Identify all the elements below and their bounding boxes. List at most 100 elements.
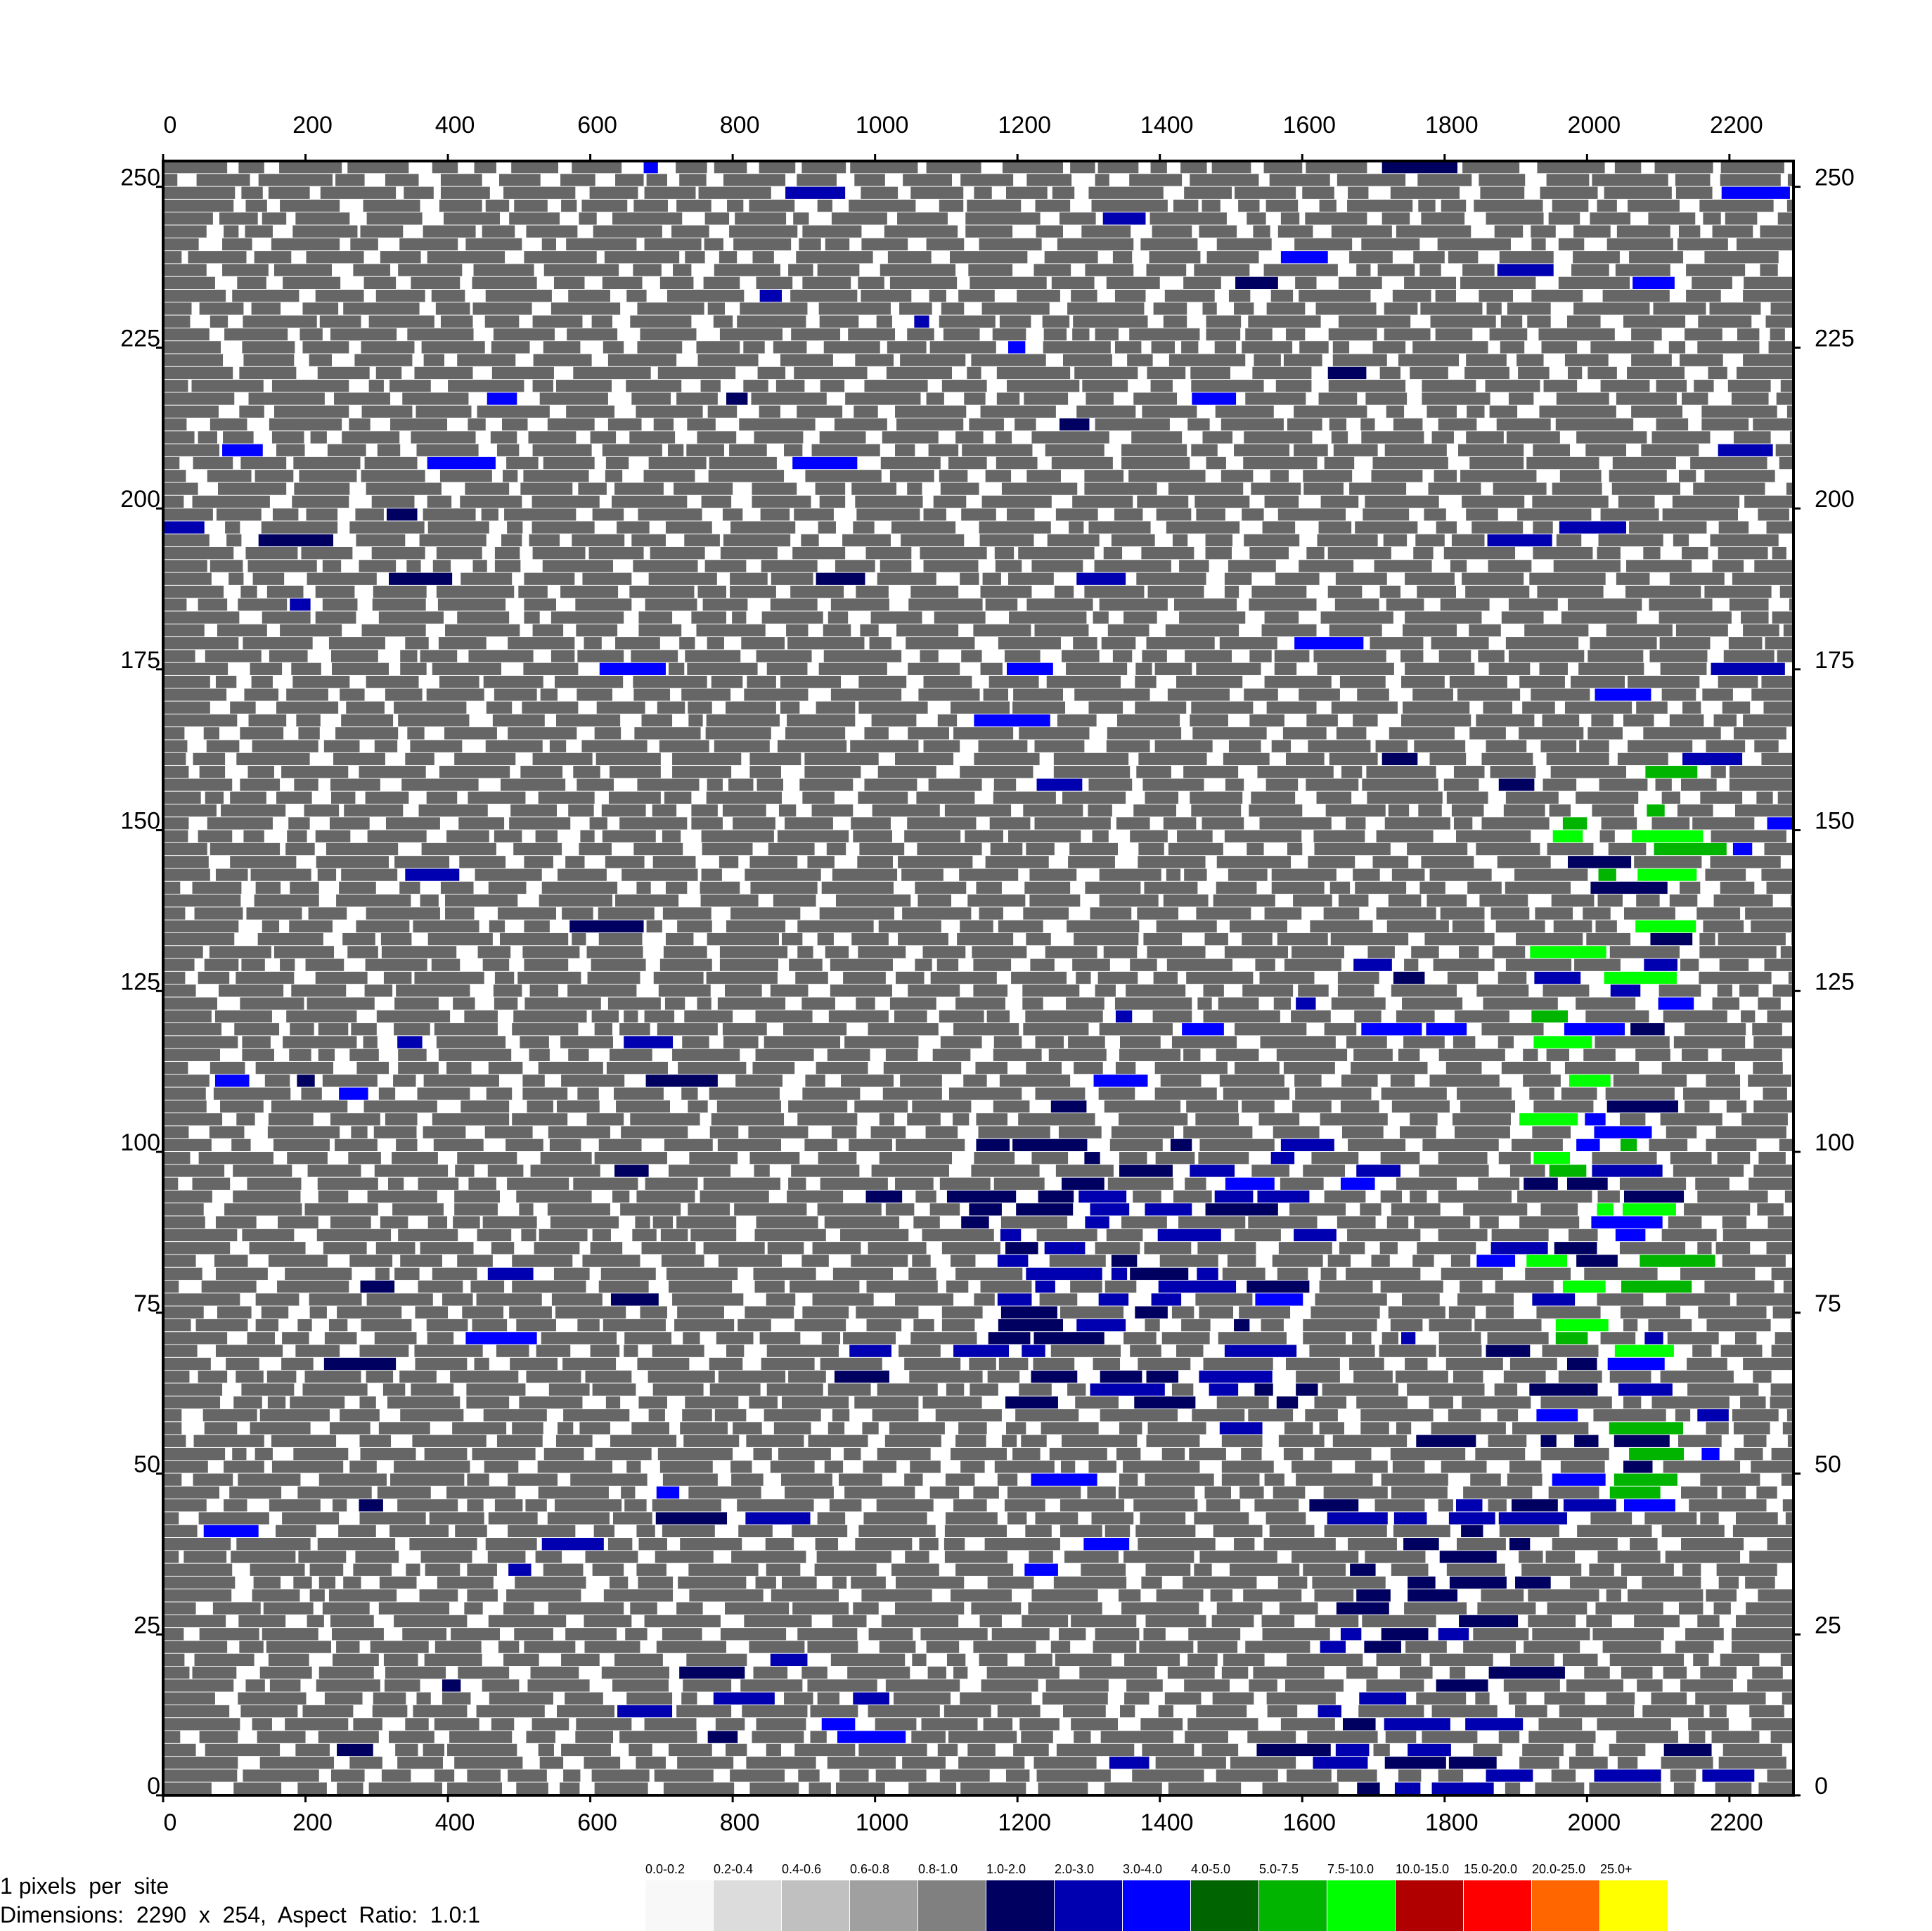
heatmap-cell <box>787 637 865 650</box>
heatmap-cell <box>573 366 651 380</box>
heatmap-cell <box>745 868 821 881</box>
heatmap-cell <box>431 289 465 302</box>
heatmap-cell <box>1711 766 1726 778</box>
heatmap-cell <box>986 1010 1010 1023</box>
heatmap-cell <box>1107 624 1149 637</box>
heatmap-cell <box>1790 894 1793 907</box>
heatmap-cell <box>1254 354 1281 366</box>
heatmap-cell <box>1546 1048 1570 1061</box>
heatmap-cell <box>602 444 662 456</box>
heatmap-cell <box>1332 354 1387 366</box>
heatmap-cell <box>1720 1653 1760 1667</box>
heatmap-cell <box>955 997 1005 1010</box>
heatmap-cell <box>1544 1692 1585 1705</box>
heatmap-cell <box>163 856 209 868</box>
heatmap-cell <box>474 161 496 174</box>
heatmap-cell <box>427 495 452 508</box>
heatmap-cell <box>1718 444 1773 456</box>
heatmap-cell <box>1331 431 1348 444</box>
heatmap-cell <box>397 1036 423 1048</box>
heatmap-cell <box>1754 560 1793 572</box>
heatmap-cell <box>731 1473 764 1486</box>
heatmap-cell <box>1082 380 1128 392</box>
heatmap-cell <box>418 804 488 817</box>
heatmap-cell <box>1519 727 1584 740</box>
heatmap-cell <box>830 984 892 997</box>
heatmap-cell <box>605 1396 621 1409</box>
heatmap-cell <box>759 289 783 302</box>
heatmap-cell <box>250 1563 305 1576</box>
heatmap-cell <box>1286 1653 1363 1667</box>
heatmap-cell <box>1021 1435 1047 1447</box>
heatmap-cell <box>1213 1525 1263 1538</box>
heatmap-cell <box>697 997 711 1010</box>
heatmap-cell <box>1549 804 1571 817</box>
heatmap-cell <box>1384 1718 1450 1731</box>
heatmap-cell <box>1026 1061 1062 1074</box>
heatmap-cell <box>1069 521 1084 534</box>
heatmap-cell <box>764 1036 841 1048</box>
heatmap-cell <box>1329 752 1378 766</box>
heatmap-cell <box>291 984 347 997</box>
heatmap-cell <box>217 1306 252 1319</box>
heatmap-cell <box>1467 881 1502 894</box>
heatmap-cell <box>946 1281 969 1293</box>
legend-label: 0.2-0.4 <box>714 1862 754 1876</box>
heatmap-cell <box>724 1602 790 1615</box>
heatmap-cell <box>553 276 585 289</box>
heatmap-cell <box>163 1074 210 1087</box>
heatmap-cell <box>830 598 889 611</box>
heatmap-cell <box>792 1525 848 1538</box>
heatmap-cell <box>436 1036 506 1048</box>
heatmap-cell <box>646 174 667 186</box>
heatmap-cell <box>1196 1705 1247 1718</box>
heatmap-cell <box>807 1679 877 1692</box>
heatmap-cell <box>1202 817 1244 830</box>
heatmap-cell <box>1616 392 1677 405</box>
heatmap-cell <box>939 1177 991 1190</box>
heatmap-cell <box>1543 984 1590 997</box>
heatmap-cell <box>1382 1332 1398 1345</box>
heatmap-cell <box>1323 1486 1388 1499</box>
heatmap-cell <box>163 791 201 804</box>
heatmap-cell <box>789 958 823 971</box>
heatmap-cell <box>1422 1731 1478 1743</box>
heatmap-cell <box>1571 264 1609 276</box>
heatmap-cell <box>290 598 311 611</box>
heatmap-cell <box>713 315 733 328</box>
heatmap-cell <box>766 1383 823 1396</box>
heatmap-cell <box>1216 1769 1278 1782</box>
heatmap-cell <box>1564 701 1632 714</box>
heatmap-cell <box>413 920 479 932</box>
heatmap-cell <box>163 920 239 932</box>
heatmap-cell <box>285 842 315 856</box>
heatmap-cell <box>1183 1126 1253 1138</box>
heatmap-cell <box>1219 1422 1263 1435</box>
heatmap-cell <box>868 1023 939 1036</box>
heatmap-cell <box>866 1281 938 1293</box>
heatmap-cell <box>1474 1319 1542 1332</box>
heatmap-cell <box>298 1551 347 1563</box>
heatmap-cell <box>386 508 418 521</box>
heatmap-cell <box>1614 1345 1674 1357</box>
heatmap-cell <box>798 1769 820 1782</box>
heatmap-cell <box>1317 662 1394 675</box>
heatmap-cell <box>1296 1371 1340 1383</box>
heatmap-cell <box>1118 1486 1195 1499</box>
heatmap-cell <box>532 624 564 637</box>
heatmap-cell <box>1677 238 1728 251</box>
heatmap-cell <box>1761 868 1793 881</box>
heatmap-cell <box>532 752 593 766</box>
heatmap-cell <box>425 1563 461 1576</box>
heatmap-cell <box>1480 186 1525 199</box>
heatmap-cell <box>882 1087 942 1100</box>
heatmap-cell <box>854 1100 908 1113</box>
heatmap-cell <box>205 650 262 662</box>
heatmap-cell <box>923 508 946 521</box>
heatmap-cell <box>1725 212 1758 225</box>
heatmap-cell <box>1047 534 1100 546</box>
heatmap-cell <box>884 225 958 238</box>
heatmap-cell <box>1699 971 1772 984</box>
heatmap-cell <box>292 675 350 688</box>
heatmap-cell <box>1084 585 1145 598</box>
